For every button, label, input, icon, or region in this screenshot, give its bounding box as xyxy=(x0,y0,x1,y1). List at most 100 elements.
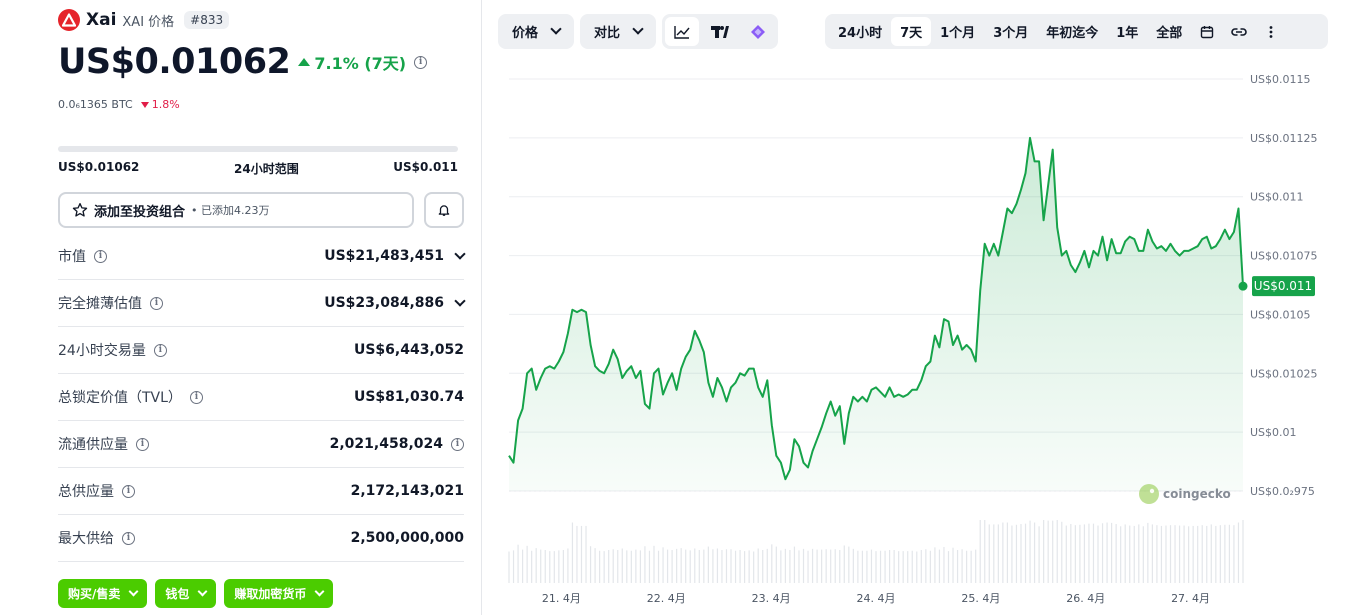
xai-logo-icon xyxy=(58,9,80,31)
y-tick-label: US$0.01025 xyxy=(1250,367,1318,380)
range-tab[interactable]: 7天 xyxy=(891,17,932,46)
wallet-button[interactable]: 钱包 xyxy=(155,579,217,608)
stat-value: 2,021,458,024 i xyxy=(330,436,464,452)
stats-list: 市值 i US$21,483,451 完全摊薄估值 i US$23,084,886 24小时… xyxy=(58,233,466,562)
info-icon[interactable]: i xyxy=(189,390,203,404)
price-row: US$0.01062 7.1% (7天) i xyxy=(58,42,428,82)
stat-value: 2,500,000,000 xyxy=(351,530,464,546)
stat-row: 总供应量 i 2,172,143,021 xyxy=(58,468,464,515)
chevron-down-icon xyxy=(550,23,562,35)
chevron-down-icon xyxy=(128,586,139,597)
range-tab[interactable]: 全部 xyxy=(1156,26,1183,41)
range-tab[interactable]: 1年 xyxy=(1116,26,1139,41)
info-icon[interactable]: i xyxy=(122,484,135,498)
range-tab[interactable]: 年初迄今 xyxy=(1046,26,1099,41)
range-tab[interactable]: 1个月 xyxy=(940,26,976,41)
y-tick-label: US$0.0115 xyxy=(1250,73,1311,86)
chart-toolbar-left: 价格 对比 xyxy=(498,14,779,49)
price-line[interactable] xyxy=(508,136,1244,481)
stat-label-text: 24小时交易量 xyxy=(58,343,146,359)
stat-label: 市值 i xyxy=(58,246,107,266)
stat-row: 总锁定价值（TVL） i US$81,030.74 xyxy=(58,374,464,421)
buy-sell-label: 购买/售卖 xyxy=(68,587,121,601)
info-icon[interactable]: i xyxy=(150,296,163,310)
stat-row[interactable]: 市值 i US$21,483,451 xyxy=(58,233,466,280)
ai-insight-button[interactable] xyxy=(741,17,775,46)
info-icon[interactable]: i xyxy=(451,437,464,451)
stat-value: US$21,483,451 xyxy=(324,248,466,264)
price-dropdown[interactable]: 价格 xyxy=(498,14,575,49)
add-to-portfolio-button[interactable]: 添加至投资组合 • 已添加4.23万 xyxy=(58,192,414,228)
stat-label: 流通供应量 i xyxy=(58,434,149,454)
y-tick-label: US$0.01 xyxy=(1250,426,1297,439)
info-icon[interactable]: i xyxy=(414,55,428,69)
btc-change-value: 1.8% xyxy=(151,98,180,111)
y-tick-label: US$0.01075 xyxy=(1250,250,1318,263)
stat-value: US$6,443,052 xyxy=(354,342,464,358)
chevron-down-icon xyxy=(314,586,325,597)
stat-label-text: 最大供给 xyxy=(58,531,114,547)
range-low: US$0.01062 xyxy=(58,160,140,174)
info-icon[interactable]: i xyxy=(136,437,149,451)
range-tab[interactable]: 24小时 xyxy=(838,26,883,41)
chevron-down-icon xyxy=(632,23,644,35)
chart-type-group xyxy=(662,14,779,49)
info-icon[interactable]: i xyxy=(122,531,135,545)
calendar-button[interactable] xyxy=(1191,17,1223,46)
range-tab[interactable]: 3个月 xyxy=(993,26,1029,41)
stat-label-text: 流通供应量 xyxy=(58,437,128,453)
stat-label: 24小时交易量 i xyxy=(58,340,167,360)
caret-up-icon xyxy=(298,58,311,66)
stat-value-text: US$6,443,052 xyxy=(353,342,464,358)
stat-label: 最大供给 i xyxy=(58,528,135,548)
btc-price-row: 0.0₆1365 BTC 1.8% xyxy=(58,98,180,111)
range-labels: US$0.01062 24小时范围 US$0.011 xyxy=(58,160,458,177)
stat-row[interactable]: 完全摊薄估值 i US$23,084,886 xyxy=(58,280,466,327)
portfolio-added-count: • 已添加4.23万 xyxy=(191,204,270,217)
x-tick-label: 25. 4月 xyxy=(961,592,1000,605)
price-alert-button[interactable] xyxy=(424,192,464,228)
stat-value: US$23,084,886 xyxy=(324,295,466,311)
rank-badge: #833 xyxy=(184,11,230,29)
stat-label-text: 完全摊薄估值 xyxy=(58,296,142,312)
tradingview-icon xyxy=(711,25,730,38)
coingecko-watermark: coingecko xyxy=(1163,487,1231,501)
price-chart[interactable]: US$0.0115 US$0.01125 US$0.011 US$0.01075 US$… xyxy=(495,60,1330,615)
y-tick-label: US$0.011 xyxy=(1250,191,1304,204)
chevron-down-icon[interactable] xyxy=(454,295,466,307)
stat-value: US$81,030.74 xyxy=(354,389,464,405)
stat-row: 最大供给 i 2,500,000,000 xyxy=(58,515,464,562)
coingecko-logo-icon xyxy=(1139,484,1159,504)
info-icon[interactable]: i xyxy=(94,249,107,263)
coin-info-panel: Xai XAI 价格 #833 US$0.01062 7.1% (7天) i 0… xyxy=(58,0,466,615)
tradingview-button[interactable] xyxy=(703,17,737,46)
more-vertical-button[interactable] xyxy=(1255,17,1287,46)
earn-crypto-button[interactable]: 赚取加密货币 xyxy=(224,579,334,608)
last-price-dot xyxy=(1238,281,1248,291)
more-vertical-icon xyxy=(1269,25,1273,38)
y-tick-label: US$0.0₂975 xyxy=(1250,485,1315,498)
coingecko-eye-icon xyxy=(1149,488,1155,494)
earn-label: 赚取加密货币 xyxy=(234,587,307,601)
ai-diamond-icon xyxy=(751,24,766,39)
link-button[interactable] xyxy=(1223,17,1255,46)
compare-dropdown[interactable]: 对比 xyxy=(580,14,657,49)
info-icon[interactable]: i xyxy=(153,343,167,357)
link-icon xyxy=(1231,27,1248,36)
current-price-label: US$0.011 xyxy=(1254,279,1312,293)
btc-change: 1.8% xyxy=(140,98,180,111)
line-chart-button[interactable] xyxy=(665,17,700,46)
stat-value: 2,172,143,021 xyxy=(351,483,464,499)
buy-sell-button[interactable]: 购买/售卖 xyxy=(58,579,148,608)
stat-value-text: 2,021,458,024 xyxy=(329,436,443,452)
chevron-down-icon[interactable] xyxy=(454,248,466,260)
y-tick-label: US$0.0105 xyxy=(1250,308,1311,321)
stat-value-text: US$81,030.74 xyxy=(353,389,464,405)
price-tab-label: 价格 xyxy=(512,26,539,41)
range-high: US$0.011 xyxy=(393,160,458,174)
stat-label-text: 总供应量 xyxy=(58,484,114,500)
calendar-icon xyxy=(1201,25,1214,38)
stat-value-text: 2,500,000,000 xyxy=(350,530,464,546)
current-price-tag xyxy=(1252,276,1315,297)
chevron-down-icon xyxy=(197,586,208,597)
